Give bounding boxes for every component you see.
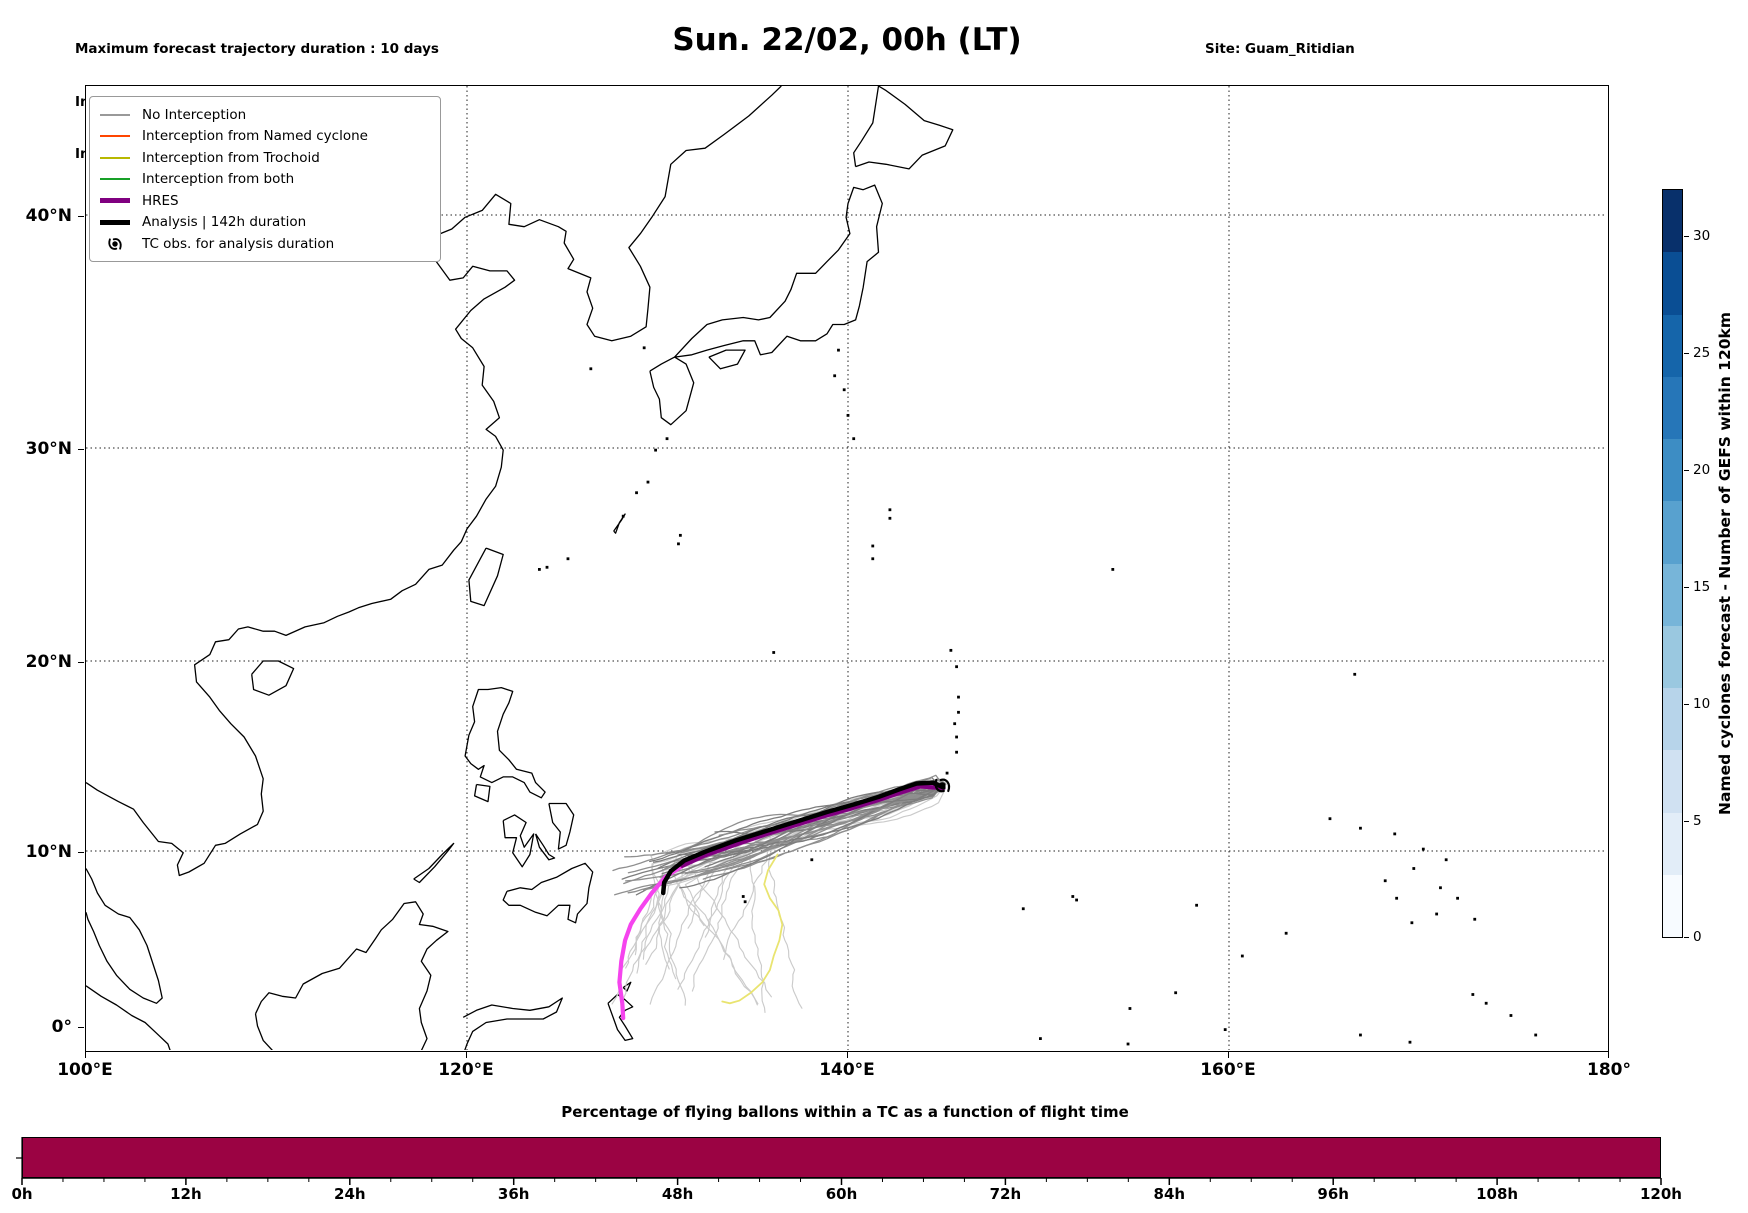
olive-line-swatch	[100, 156, 130, 159]
colorbar-tick	[1684, 470, 1689, 471]
hour-tick-36: 36h	[497, 1185, 530, 1203]
colorbar-segment	[1663, 688, 1682, 751]
colorbar-tick	[1684, 353, 1689, 354]
colorbar-tick	[1684, 937, 1689, 938]
hour-tick-84: 84h	[1153, 1185, 1186, 1203]
hour-tick-0: 0h	[11, 1185, 33, 1203]
ytick-0: 0°	[51, 1017, 72, 1037]
axis-tick	[78, 662, 84, 663]
cbtick-0: 0	[1693, 929, 1702, 945]
legend-label: Interception from Named cyclone	[142, 128, 368, 145]
legend-label: No Interception	[142, 106, 247, 123]
legend-item-both: Interception from both	[100, 169, 430, 191]
bottom-chart-title: Percentage of flying ballons within a TC…	[561, 1103, 1129, 1121]
axis-tick	[1608, 1052, 1609, 1058]
hour-tick-24: 24h	[334, 1185, 366, 1203]
ytick-20n: 20°N	[25, 652, 72, 672]
legend-item-trochoid: Interception from Trochoid	[100, 147, 430, 169]
cbtick-10: 10	[1693, 696, 1711, 712]
legend-label: TC obs. for analysis duration	[142, 235, 335, 252]
cbtick-20: 20	[1693, 462, 1711, 478]
axis-tick	[78, 216, 84, 217]
balloon-percentage-bar	[22, 1137, 1661, 1178]
plot-title: Sun. 22/02, 00h (LT)	[672, 22, 1022, 58]
hour-tick-108: 108h	[1476, 1185, 1519, 1203]
ytick-30n: 30°N	[25, 439, 72, 459]
colorbar-segment	[1663, 625, 1682, 688]
colorbar-segment	[1663, 750, 1682, 813]
legend-item-named-cyclone: Interception from Named cyclone	[100, 126, 430, 148]
colorbar-segment	[1663, 376, 1682, 439]
colorbar-segment	[1663, 190, 1682, 253]
axis-tick	[78, 449, 84, 450]
tc-cyclone-icon	[100, 234, 130, 254]
ytick-10n: 10°N	[25, 842, 72, 862]
legend-item-tc-obs: TC obs. for analysis duration	[100, 233, 430, 255]
colorbar-segment	[1663, 314, 1682, 377]
colorbar-segment	[1663, 563, 1682, 626]
hour-tick-48: 48h	[661, 1185, 694, 1203]
orange-line-swatch	[100, 135, 130, 138]
gray-line-swatch	[100, 113, 130, 116]
legend-item-analysis: Analysis | 142h duration	[100, 212, 430, 234]
colorbar-tick	[1684, 236, 1689, 237]
colorbar-tick	[1684, 704, 1689, 705]
colorbar-segment	[1663, 252, 1682, 315]
legend-label: Interception from both	[142, 171, 295, 188]
hour-tick-72: 72h	[989, 1185, 1022, 1203]
hour-tick-12: 12h	[170, 1185, 202, 1203]
bottom-chart-axis	[16, 1137, 1662, 1185]
max-duration-text: Maximum forecast trajectory duration : 1…	[75, 41, 439, 57]
colorbar-segment	[1663, 874, 1682, 937]
hour-tick-96: 96h	[1317, 1185, 1349, 1203]
xtick-120e: 120°E	[438, 1060, 494, 1080]
colorbar-axis-label: Named cyclones forecast - Number of GEFS…	[1716, 312, 1734, 815]
black-line-swatch	[100, 219, 130, 225]
site-text: Site: Guam_Ritidian	[1205, 41, 1355, 57]
legend-item-hres: HRES	[100, 190, 430, 212]
legend-label: Analysis | 142h duration	[142, 214, 307, 231]
colorbar-tick	[1684, 587, 1689, 588]
map-canvas	[86, 86, 1607, 1050]
cbtick-5: 5	[1693, 813, 1702, 829]
xtick-100e: 100°E	[57, 1060, 113, 1080]
xtick-140e: 140°E	[819, 1060, 875, 1080]
hour-tick-120: 120h	[1640, 1185, 1682, 1203]
legend-item-no-interception: No Interception	[100, 104, 430, 126]
hour-tick-60: 60h	[825, 1185, 858, 1203]
axis-tick	[78, 1027, 84, 1028]
axis-tick	[847, 1052, 848, 1058]
ytick-40n: 40°N	[25, 206, 72, 226]
colorbar-segment	[1663, 501, 1682, 564]
colorbar-segment	[1663, 812, 1682, 875]
xtick-180: 180°	[1587, 1060, 1631, 1080]
cbtick-15: 15	[1693, 579, 1711, 595]
map-legend: No Interception Interception from Named …	[89, 96, 441, 262]
axis-tick	[466, 1052, 467, 1058]
xtick-160e: 160°E	[1200, 1060, 1256, 1080]
legend-label: Interception from Trochoid	[142, 149, 320, 166]
colorbar-tick	[1684, 821, 1689, 822]
axis-tick	[85, 1052, 86, 1058]
axis-tick	[1228, 1052, 1229, 1058]
legend-label: HRES	[142, 192, 179, 209]
green-line-swatch	[100, 178, 130, 181]
colorbar-segment	[1663, 439, 1682, 502]
cbtick-30: 30	[1693, 228, 1711, 244]
gefs-colorbar	[1662, 189, 1683, 938]
cbtick-25: 25	[1693, 345, 1711, 361]
axis-tick	[78, 852, 84, 853]
purple-line-swatch	[100, 198, 130, 204]
